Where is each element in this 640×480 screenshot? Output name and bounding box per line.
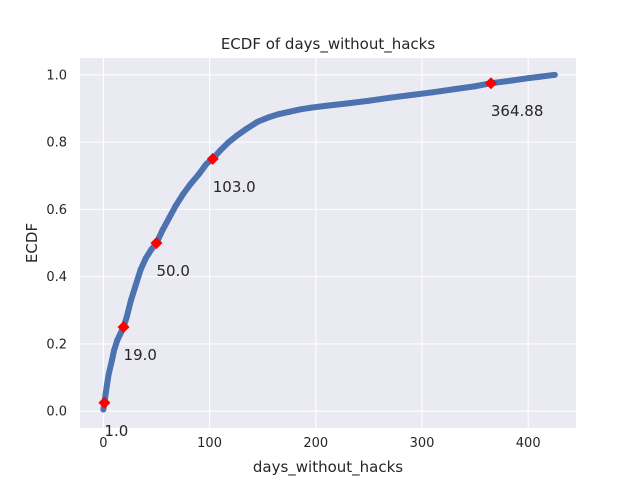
quantile-marker <box>206 152 219 165</box>
ecdf-point <box>254 118 261 125</box>
ecdf-point <box>127 297 134 304</box>
ecdf-point <box>148 246 155 253</box>
ecdf-point <box>243 125 250 132</box>
y-tick-label: 0.4 <box>46 270 67 285</box>
ecdf-point <box>166 214 173 221</box>
ecdf-point <box>105 371 112 378</box>
chart-title: ECDF of days_without_hacks <box>221 35 436 54</box>
ecdf-point <box>286 108 293 115</box>
ecdf-point <box>110 347 117 354</box>
ecdf-point <box>503 78 510 85</box>
quantile-marker <box>150 237 163 249</box>
y-tick-label: 1.0 <box>46 68 67 83</box>
ecdf-point <box>137 266 144 273</box>
quantile-label: 19.0 <box>124 346 157 364</box>
x-tick-label: 300 <box>410 436 435 451</box>
x-tick-label: 100 <box>197 436 222 451</box>
ecdf-point <box>535 73 542 80</box>
ecdf-point <box>180 191 187 198</box>
quantile-label: 1.0 <box>104 422 128 440</box>
ecdf-point <box>225 139 232 146</box>
ecdf-point <box>429 89 436 96</box>
axis-ticks: 0 100 200 300 400 0.0 0.2 0.4 0.6 0.8 1.0 <box>46 68 540 451</box>
plot-area <box>80 58 576 428</box>
ecdf-point <box>187 181 194 188</box>
ecdf-point <box>472 83 479 90</box>
ecdf-point <box>217 147 224 154</box>
quantile-marker <box>117 321 130 334</box>
quantile-label: 364.88 <box>491 102 544 120</box>
y-tick-label: 0.8 <box>46 136 67 151</box>
ecdf-point <box>323 102 330 109</box>
ecdf-point <box>408 92 415 98</box>
ecdf-point <box>296 106 303 113</box>
quantile-label: 50.0 <box>156 262 189 280</box>
quantile-markers: 1.0 19.0 50.0 103.0 364.88 <box>98 77 543 440</box>
ecdf-point <box>307 104 314 111</box>
ecdf-point <box>551 71 558 78</box>
ecdf-point <box>117 330 124 337</box>
x-tick-label: 400 <box>516 436 541 451</box>
ecdf-point <box>264 114 271 121</box>
ecdf-point <box>132 283 139 290</box>
ecdf-point <box>103 384 110 391</box>
ecdf-point <box>142 255 149 262</box>
y-tick-label: 0.0 <box>46 405 67 420</box>
ecdf-point <box>123 314 130 320</box>
y-axis-label: ECDF <box>23 223 41 263</box>
ecdf-point <box>108 357 115 364</box>
ecdf-point <box>450 86 457 93</box>
ecdf-point <box>172 203 179 209</box>
ecdf-point <box>114 337 121 344</box>
quantile-label: 103.0 <box>213 178 256 196</box>
x-tick-label: 0 <box>99 436 107 451</box>
ecdf-point <box>387 94 394 101</box>
y-tick-label: 0.6 <box>46 203 67 218</box>
ecdf-point <box>344 100 351 107</box>
ecdf-point <box>275 111 282 118</box>
ecdf-point <box>203 160 210 167</box>
x-tick-label: 200 <box>303 436 328 451</box>
y-tick-label: 0.2 <box>46 337 67 352</box>
ecdf-point <box>195 171 202 178</box>
quantile-marker <box>484 77 497 90</box>
x-axis-label: days_without_hacks <box>253 458 403 477</box>
ecdf-point <box>525 75 532 82</box>
quantile-marker <box>98 396 111 409</box>
ecdf-point <box>159 226 166 233</box>
ecdf-point <box>234 132 241 139</box>
ecdf-point <box>365 97 372 104</box>
grid-lines <box>80 58 576 428</box>
